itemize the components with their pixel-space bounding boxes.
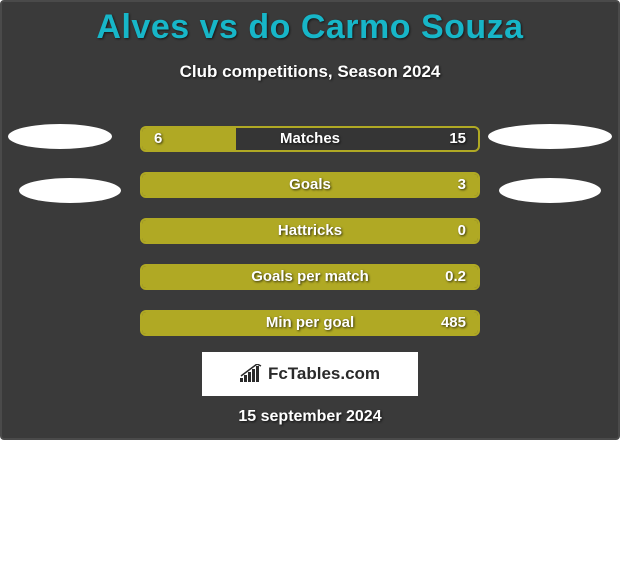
stat-row: Goals3 xyxy=(140,172,480,198)
stat-label: Goals xyxy=(142,176,478,193)
stat-right-value: 0 xyxy=(458,222,466,239)
stat-row: Min per goal485 xyxy=(140,310,480,336)
stat-label: Goals per match xyxy=(142,268,478,285)
stat-row: Goals per match0.2 xyxy=(140,264,480,290)
footer-date: 15 september 2024 xyxy=(0,408,620,426)
stat-row: Hattricks0 xyxy=(140,218,480,244)
stat-row: 6Matches15 xyxy=(140,126,480,152)
player-ellipse xyxy=(19,178,121,203)
player-ellipse xyxy=(488,124,612,149)
stat-right-value: 3 xyxy=(458,176,466,193)
page-subtitle: Club competitions, Season 2024 xyxy=(0,62,620,82)
comparison-chart: 6Matches15 Goals3 Hattricks0 Goals per matc… xyxy=(140,126,480,356)
page-title: Alves vs do Carmo Souza xyxy=(0,8,620,47)
brand-box: FcTables.com xyxy=(202,352,418,396)
stat-right-value: 0.2 xyxy=(445,268,466,285)
stat-label: Hattricks xyxy=(142,222,478,239)
stat-right-value: 485 xyxy=(441,314,466,331)
player-ellipse xyxy=(8,124,112,149)
chart-icon xyxy=(240,364,262,384)
stat-right-value: 15 xyxy=(449,130,466,147)
stat-label: Min per goal xyxy=(142,314,478,331)
stat-label: Matches xyxy=(142,130,478,147)
brand-text: FcTables.com xyxy=(268,364,380,384)
player-ellipse xyxy=(499,178,601,203)
